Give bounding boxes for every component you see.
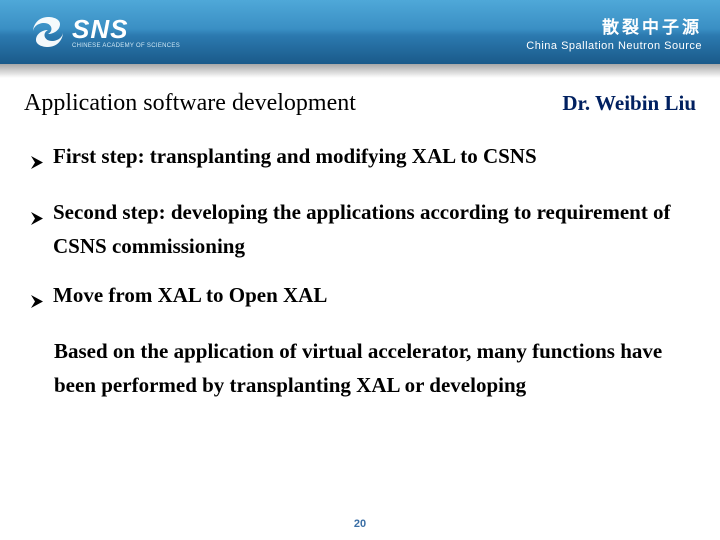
slide-title: Application software development — [24, 90, 356, 117]
bullet-item: Second step: developing the applications… — [30, 195, 696, 264]
logo-text: SNS — [72, 16, 180, 42]
bullet-text: Move from XAL to Open XAL — [53, 278, 696, 313]
bullet-arrow-icon — [30, 146, 45, 181]
bullet-text: Second step: developing the applications… — [53, 195, 696, 264]
slide-header: SNS CHINESE ACADEMY OF SCIENCES 散裂中子源 Ch… — [0, 0, 720, 64]
bullet-text: First step: transplanting and modifying … — [53, 139, 696, 174]
bullet-item: Move from XAL to Open XAL — [30, 278, 696, 320]
sns-logo-icon — [30, 14, 66, 50]
bullet-arrow-icon — [30, 202, 45, 237]
bullet-arrow-icon — [30, 285, 45, 320]
sub-paragraph: Based on the application of virtual acce… — [30, 334, 696, 403]
logo-text-block: SNS CHINESE ACADEMY OF SCIENCES — [72, 16, 180, 49]
bullet-item: First step: transplanting and modifying … — [30, 139, 696, 181]
header-title-en: China Spallation Neutron Source — [526, 40, 702, 52]
logo-block: SNS CHINESE ACADEMY OF SCIENCES — [30, 14, 180, 50]
author-name: Dr. Weibin Liu — [562, 91, 696, 116]
slide-content: Application software development Dr. Wei… — [0, 78, 720, 403]
bullet-list: First step: transplanting and modifying … — [24, 139, 696, 403]
title-row: Application software development Dr. Wei… — [24, 90, 696, 117]
logo-subtext: CHINESE ACADEMY OF SCIENCES — [72, 43, 180, 49]
header-shadow — [0, 64, 720, 78]
header-title-cn: 散裂中子源 — [526, 13, 702, 38]
page-number: 20 — [0, 518, 720, 530]
header-right: 散裂中子源 China Spallation Neutron Source — [526, 13, 702, 52]
